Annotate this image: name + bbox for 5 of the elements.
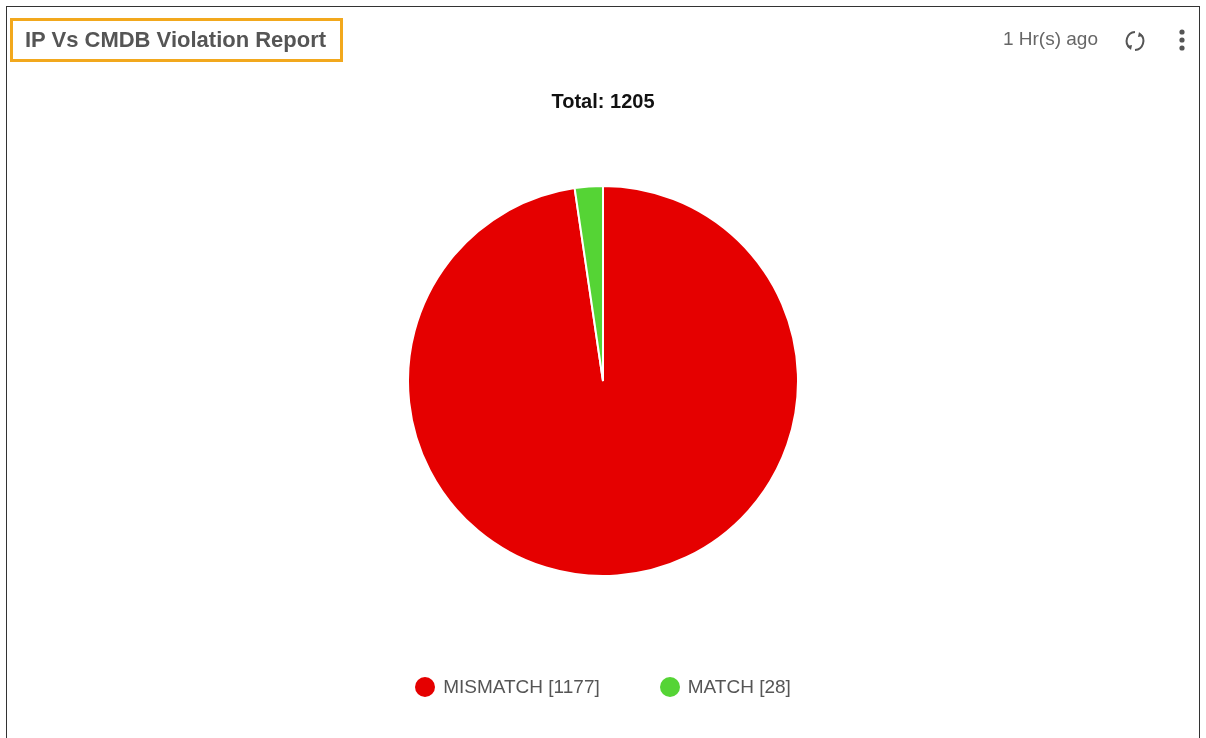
text: 1 Hr(s) ago	[1002, 28, 1098, 50]
text: IP Vs CMDB Violation Report	[10, 18, 344, 62]
legend-label: MATCH [28]	[687, 676, 791, 698]
chart-subtitle: Total: 1205	[551, 89, 655, 112]
legend-label: MISMATCH [1177]	[443, 676, 600, 698]
